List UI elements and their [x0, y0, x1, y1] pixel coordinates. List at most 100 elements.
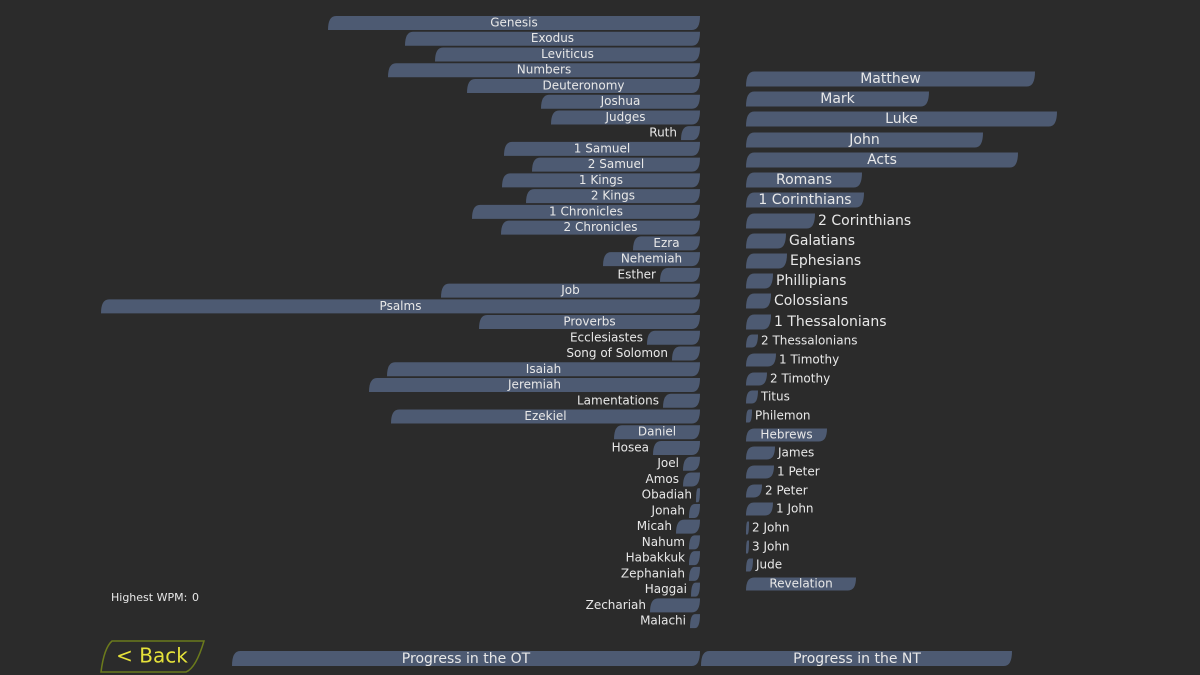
book-label[interactable]: Luke — [885, 111, 918, 127]
book-label[interactable]: Romans — [776, 172, 832, 188]
book-label[interactable]: 1 Timothy — [779, 353, 839, 367]
book-label[interactable]: Ecclesiastes — [570, 330, 643, 344]
book-bar[interactable] — [746, 409, 752, 423]
book-bar[interactable] — [746, 446, 775, 460]
book-label[interactable]: 1 Thessalonians — [774, 314, 887, 330]
book-label[interactable]: 2 Corinthians — [818, 213, 911, 229]
book-bar[interactable] — [683, 472, 700, 487]
book-label[interactable]: Haggai — [645, 582, 687, 596]
book-bar[interactable] — [746, 111, 1057, 127]
book-bar[interactable] — [501, 220, 700, 235]
book-bar[interactable] — [647, 330, 700, 345]
book-bar[interactable] — [746, 172, 862, 188]
book-bar[interactable] — [746, 314, 771, 330]
book-label[interactable]: Nehemiah — [621, 252, 682, 266]
book-label[interactable]: Jonah — [651, 503, 685, 517]
book-label[interactable]: Titus — [760, 390, 790, 404]
book-label[interactable]: Matthew — [860, 71, 921, 87]
book-label[interactable]: Lamentations — [577, 393, 659, 407]
book-bar[interactable] — [746, 428, 827, 442]
book-label[interactable]: 2 Timothy — [770, 372, 830, 386]
book-label[interactable]: 2 Kings — [591, 189, 635, 203]
book-label[interactable]: 1 John — [776, 502, 814, 516]
book-bar[interactable] — [689, 503, 700, 518]
book-bar[interactable] — [467, 78, 700, 93]
book-label[interactable]: James — [777, 446, 814, 460]
book-label[interactable]: Song of Solomon — [566, 346, 668, 360]
book-bar[interactable] — [746, 577, 856, 591]
book-label[interactable]: Ezekiel — [524, 409, 566, 423]
book-label[interactable]: Hosea — [612, 440, 649, 454]
book-bar[interactable] — [660, 267, 700, 282]
book-bar[interactable] — [663, 393, 700, 408]
book-bar[interactable] — [690, 614, 700, 629]
book-bar[interactable] — [746, 91, 929, 107]
book-bar[interactable] — [746, 353, 776, 367]
book-label[interactable]: John — [848, 132, 879, 148]
book-label[interactable]: 2 Peter — [765, 484, 808, 498]
book-bar[interactable] — [746, 390, 758, 404]
book-bar[interactable] — [746, 132, 983, 148]
book-label[interactable]: Proverbs — [563, 315, 615, 329]
book-bar[interactable] — [391, 409, 700, 424]
book-bar[interactable] — [746, 152, 1018, 168]
book-bar[interactable] — [405, 31, 700, 46]
book-bar[interactable] — [653, 440, 700, 455]
book-label[interactable]: Psalms — [380, 299, 422, 313]
book-bar[interactable] — [746, 334, 758, 348]
book-bar[interactable] — [746, 502, 773, 516]
book-bar[interactable] — [472, 204, 700, 219]
book-label[interactable]: Hebrews — [760, 428, 812, 442]
book-label[interactable]: 1 Kings — [579, 173, 623, 187]
book-label[interactable]: Galatians — [789, 233, 855, 249]
book-bar[interactable] — [551, 110, 700, 125]
book-bar[interactable] — [681, 126, 700, 141]
book-label[interactable]: 1 Peter — [777, 465, 820, 479]
book-label[interactable]: Habakkuk — [626, 551, 685, 565]
book-bar[interactable] — [689, 551, 700, 566]
book-bar[interactable] — [746, 558, 753, 572]
book-bar[interactable] — [633, 236, 700, 251]
book-bar[interactable] — [387, 362, 700, 377]
book-bar[interactable] — [441, 283, 700, 298]
book-label[interactable]: 2 Thessalonians — [761, 334, 857, 348]
book-label[interactable]: Zephaniah — [621, 566, 685, 580]
book-label[interactable]: Malachi — [640, 614, 686, 628]
book-bar[interactable] — [746, 253, 787, 269]
book-bar[interactable] — [746, 293, 771, 309]
book-label[interactable]: Mark — [820, 91, 855, 107]
book-label[interactable]: Obadiah — [642, 488, 692, 502]
book-bar[interactable] — [502, 173, 700, 188]
book-bar[interactable] — [479, 315, 700, 330]
book-label[interactable]: Judges — [604, 110, 645, 124]
book-bar[interactable] — [689, 535, 700, 550]
book-bar[interactable] — [603, 252, 700, 267]
book-label[interactable]: Jeremiah — [507, 378, 561, 392]
book-label[interactable]: Nahum — [642, 535, 685, 549]
book-label[interactable]: Colossians — [774, 293, 848, 309]
book-label[interactable]: Leviticus — [541, 47, 594, 61]
book-bar[interactable] — [388, 63, 700, 78]
book-label[interactable]: Zechariah — [586, 598, 646, 612]
book-label[interactable]: Amos — [646, 472, 680, 486]
book-label[interactable]: 1 Chronicles — [549, 204, 623, 218]
book-bar[interactable] — [435, 47, 700, 62]
book-label[interactable]: 2 John — [752, 521, 790, 535]
book-label[interactable]: Revelation — [769, 577, 832, 591]
book-label[interactable]: Ezra — [653, 236, 679, 250]
book-label[interactable]: Joshua — [600, 94, 641, 108]
book-label[interactable]: Daniel — [638, 425, 676, 439]
book-label[interactable]: Numbers — [517, 63, 571, 77]
book-label[interactable]: Philemon — [755, 409, 811, 423]
book-label[interactable]: Isaiah — [526, 362, 561, 376]
book-bar[interactable] — [746, 465, 774, 479]
book-bar[interactable] — [526, 189, 700, 204]
book-bar[interactable] — [746, 192, 864, 208]
book-label[interactable]: Ruth — [649, 126, 677, 140]
book-label[interactable]: 3 John — [752, 540, 790, 554]
back-button[interactable]: < Back — [100, 640, 206, 673]
back-button-label[interactable]: < Back — [116, 644, 188, 668]
book-label[interactable]: Joel — [656, 456, 679, 470]
book-label[interactable]: 1 Samuel — [574, 141, 630, 155]
book-label[interactable]: 2 Chronicles — [564, 220, 638, 234]
